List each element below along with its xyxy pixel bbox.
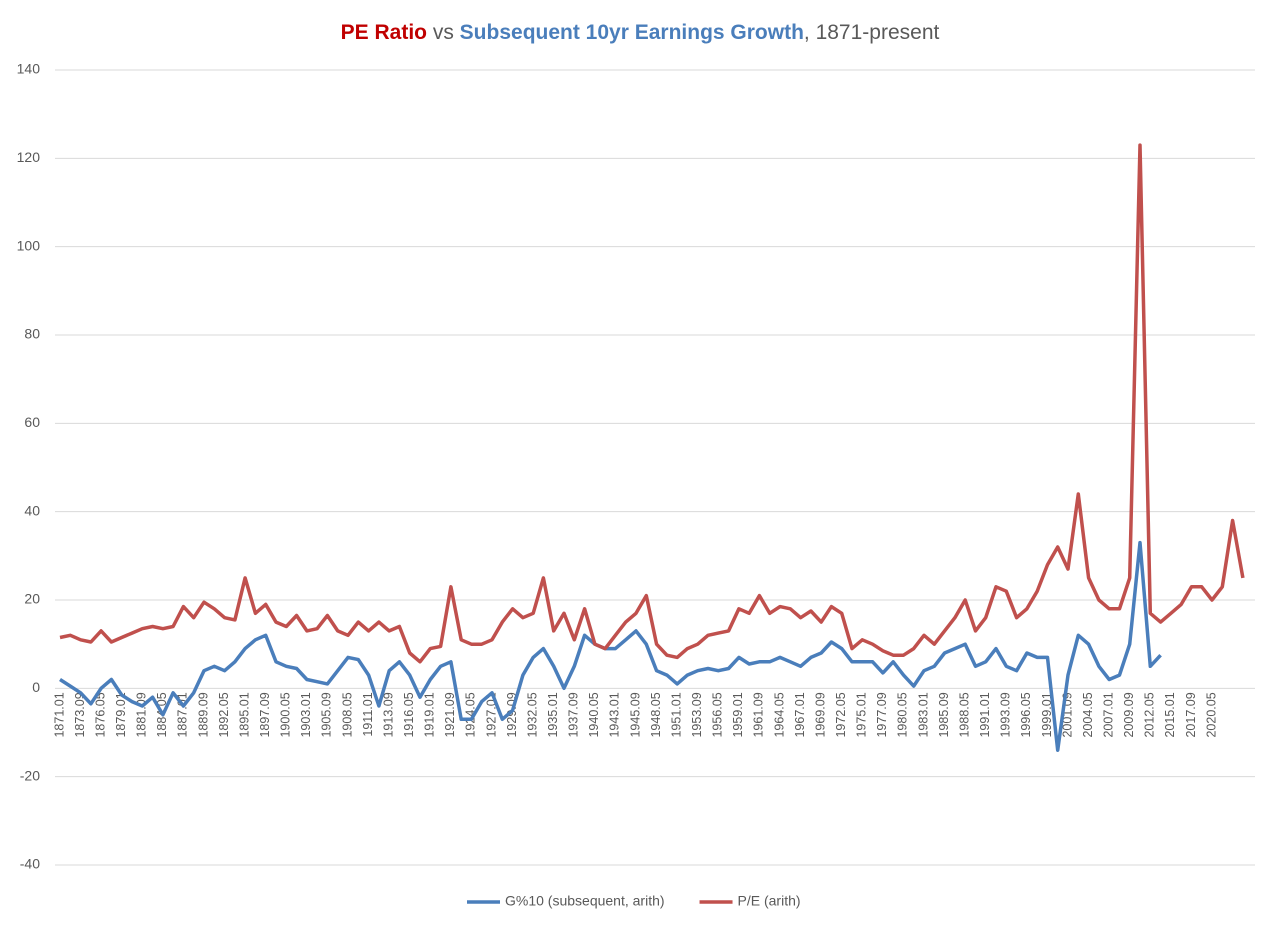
x-tick-label: 1945.09 (628, 692, 642, 737)
x-tick-label: 2012.05 (1143, 692, 1157, 737)
x-tick-label: 1892.05 (217, 692, 231, 737)
x-tick-label: 1924.05 (464, 692, 478, 737)
title-part: PE Ratio (341, 21, 427, 44)
x-tick-label: 1932.05 (525, 692, 539, 737)
legend-label: G%10 (subsequent, arith) (505, 893, 665, 909)
y-tick-label: -40 (20, 856, 40, 872)
x-tick-label: 1900.05 (279, 692, 293, 737)
x-tick-label: 1991.01 (978, 692, 992, 737)
y-tick-label: 20 (24, 591, 40, 607)
legend-label: P/E (arith) (738, 893, 801, 909)
y-tick-label: 0 (32, 679, 40, 695)
x-tick-label: 1940.05 (587, 692, 601, 737)
x-tick-label: 2007.01 (1101, 692, 1115, 737)
x-tick-label: 1956.05 (711, 692, 725, 737)
title-part: , 1871-present (804, 21, 940, 44)
x-tick-label: 2009.09 (1122, 692, 1136, 737)
x-tick-label: 1972.05 (834, 692, 848, 737)
x-tick-label: 1935.01 (546, 692, 560, 737)
title-part: vs (427, 21, 460, 44)
x-tick-label: 1908.05 (340, 692, 354, 737)
x-tick-label: 1967.01 (793, 692, 807, 737)
x-tick-label: 1881.09 (135, 692, 149, 737)
x-tick-label: 1895.01 (237, 692, 251, 737)
x-tick-label: 1913.09 (381, 692, 395, 737)
x-tick-label: 1999.01 (1040, 692, 1054, 737)
x-tick-label: 1959.01 (731, 692, 745, 737)
x-tick-label: 1919.01 (423, 692, 437, 737)
x-tick-label: 1937.09 (567, 692, 581, 737)
x-tick-label: 1996.05 (1019, 692, 1033, 737)
x-tick-label: 2020.05 (1204, 692, 1218, 737)
chart-title: PE Ratio vs Subsequent 10yr Earnings Gro… (341, 21, 940, 44)
x-tick-label: 1921.09 (443, 692, 457, 737)
x-tick-label: 2015.01 (1163, 692, 1177, 737)
x-tick-label: 1975.01 (855, 692, 869, 737)
x-tick-label: 1871.01 (52, 692, 66, 737)
x-tick-label: 1951.01 (669, 692, 683, 737)
x-tick-label: 1897.09 (258, 692, 272, 737)
x-tick-label: 1916.05 (402, 692, 416, 737)
x-tick-label: 1977.09 (875, 692, 889, 737)
x-tick-label: 1985.09 (937, 692, 951, 737)
x-tick-label: 1993.09 (999, 692, 1013, 737)
x-tick-label: 1969.09 (813, 692, 827, 737)
x-tick-label: 1948.05 (649, 692, 663, 737)
y-tick-label: 100 (17, 237, 41, 253)
x-tick-label: 1879.01 (114, 692, 128, 737)
x-tick-label: 1980.05 (896, 692, 910, 737)
x-tick-label: 1961.09 (752, 692, 766, 737)
y-tick-label: 40 (24, 502, 40, 518)
title-part: Subsequent 10yr Earnings Growth (460, 21, 804, 44)
x-tick-label: 1943.01 (608, 692, 622, 737)
y-tick-label: 80 (24, 326, 40, 342)
x-tick-label: 1889.09 (196, 692, 210, 737)
x-tick-label: 2017.09 (1184, 692, 1198, 737)
x-tick-label: 2004.05 (1081, 692, 1095, 737)
x-tick-label: 1903.01 (299, 692, 313, 737)
y-tick-label: 60 (24, 414, 40, 430)
x-tick-label: 1911.01 (361, 692, 375, 736)
series-line (59, 540, 1162, 752)
y-tick-label: -20 (20, 767, 40, 783)
x-tick-label: 1953.09 (690, 692, 704, 737)
series-line (59, 143, 1245, 664)
x-tick-label: 1983.01 (916, 692, 930, 737)
x-tick-label: 1876.05 (93, 692, 107, 737)
y-tick-label: 120 (17, 149, 41, 165)
x-tick-label: 1964.05 (772, 692, 786, 737)
x-tick-label: 1873.09 (73, 692, 87, 737)
y-tick-label: 140 (17, 61, 41, 77)
x-tick-label: 1905.09 (320, 692, 334, 737)
x-tick-label: 1988.05 (957, 692, 971, 737)
